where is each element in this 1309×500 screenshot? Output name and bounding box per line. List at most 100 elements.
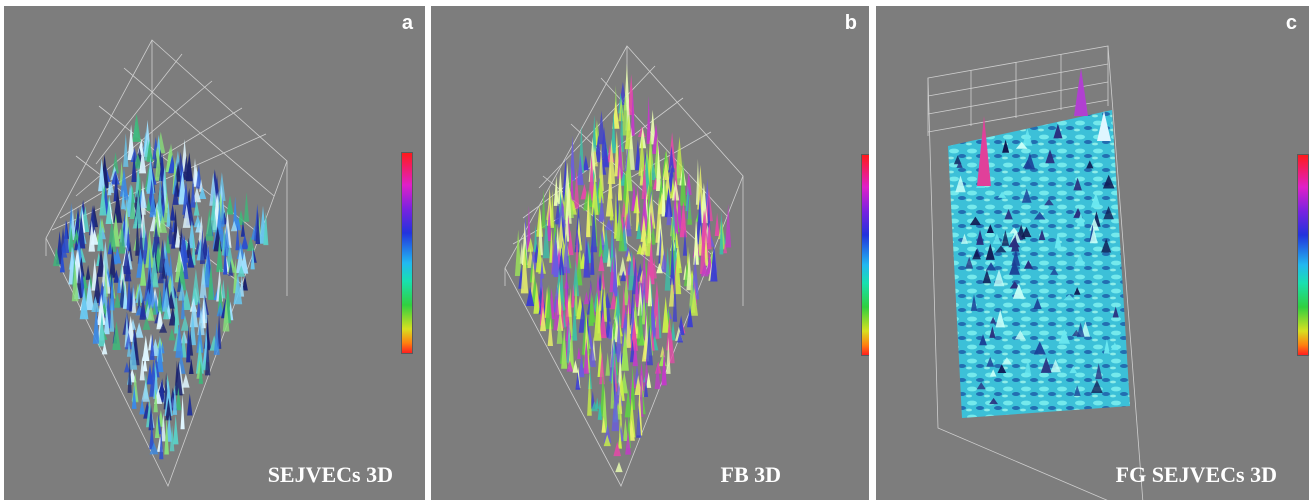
surface-spike <box>240 220 246 237</box>
surface-spike <box>118 222 126 254</box>
surface-spike <box>707 222 712 250</box>
surface-spike <box>654 362 661 389</box>
surface-spike <box>124 362 130 373</box>
surface-spike <box>982 269 992 284</box>
surface-spike <box>147 277 156 309</box>
surface-spike <box>174 161 182 182</box>
surface-spike <box>180 315 190 331</box>
surface-spike <box>117 274 122 293</box>
surface-spike <box>230 220 238 232</box>
surface-spike <box>172 184 179 205</box>
surface-spike <box>986 356 995 367</box>
surface-spike <box>527 237 534 252</box>
surface-spike <box>156 342 164 373</box>
surface-spike <box>668 277 676 307</box>
surface-spike <box>93 272 102 303</box>
surface-spike <box>174 361 183 396</box>
surface-spike <box>159 322 168 333</box>
surface-spike <box>113 292 121 308</box>
surface-spike <box>153 388 158 413</box>
surface-spike <box>203 254 212 288</box>
surface-spike <box>650 221 656 245</box>
panel-caption-c: FG SEJVECs 3D <box>1115 462 1277 487</box>
surface-spike <box>520 245 529 294</box>
surface-spike <box>127 357 132 393</box>
surface-spike <box>186 325 191 363</box>
surface-spike <box>182 252 189 279</box>
surface-spike <box>641 160 648 200</box>
surface-spike <box>656 144 662 191</box>
surface-spike <box>140 180 146 215</box>
surface-spike <box>85 264 91 280</box>
surface-spike <box>107 218 117 252</box>
surface-spike <box>710 245 718 282</box>
surface-spike <box>59 250 65 273</box>
surface-spike <box>175 323 184 358</box>
surface-spike <box>598 168 604 204</box>
surface-spike <box>569 135 576 181</box>
surface-spike <box>129 286 134 312</box>
surface-spike <box>1024 358 1032 376</box>
surface-spike <box>604 218 613 231</box>
surface-spike <box>101 342 108 355</box>
surface-spike <box>668 145 675 173</box>
surface-spike <box>998 191 1007 198</box>
surface-spike <box>610 368 615 409</box>
surface-spike <box>1045 149 1055 164</box>
surface-spike <box>617 164 623 201</box>
surface-spike <box>172 415 179 445</box>
surface-spike <box>228 260 234 276</box>
surface-spike <box>693 217 699 265</box>
surface-spike <box>255 209 261 244</box>
surface-spike <box>217 280 224 315</box>
surface-spike <box>583 237 591 278</box>
color-scale-bar <box>401 152 413 354</box>
colorbar-tick-labels <box>1284 154 1296 354</box>
surface-spike <box>169 203 176 221</box>
surface-spike <box>588 288 594 326</box>
surface-spike <box>137 225 145 264</box>
surface-spike <box>1073 177 1082 191</box>
surface-spike <box>209 201 218 233</box>
surface-spike <box>122 280 128 309</box>
surface-spike <box>637 283 644 316</box>
surface-spike <box>664 246 671 291</box>
surface-spike <box>995 309 1005 328</box>
surface-spike <box>623 277 630 306</box>
surface-spike <box>594 135 602 163</box>
surface-spike <box>641 292 647 325</box>
surface-spike <box>97 248 105 277</box>
surface-spike <box>139 398 145 415</box>
surface-spike <box>198 361 203 384</box>
surface-spike <box>992 233 1001 244</box>
surface-spike <box>148 404 154 431</box>
surface-spike <box>985 262 997 271</box>
surface-spike <box>610 228 614 273</box>
surface-spike <box>599 310 607 339</box>
surface-spike <box>620 270 627 282</box>
surface-spike <box>189 311 196 346</box>
panel-c: c FG SEJVECs 3D <box>876 6 1309 500</box>
surface-spike <box>1050 268 1059 275</box>
surface-spike <box>626 291 632 314</box>
surface-spike <box>995 245 1007 253</box>
surface-spike <box>539 267 543 293</box>
surface-spike <box>566 360 574 372</box>
surface-spike <box>196 323 204 353</box>
surface-spike <box>147 247 152 282</box>
surface-spike <box>153 366 159 399</box>
surface-spike <box>636 221 642 239</box>
surface-spike <box>165 397 172 421</box>
surface-spike <box>588 282 594 305</box>
surface-spike <box>644 379 649 397</box>
surface-spike <box>1058 328 1070 344</box>
surface-spike <box>723 243 728 254</box>
panel-caption-a: SEJVECs 3D <box>267 462 393 487</box>
surface-spike <box>588 344 597 367</box>
surface-spike <box>1063 294 1076 301</box>
surface-spike <box>1069 365 1077 374</box>
surface-spike <box>1015 141 1028 149</box>
surface-spike <box>105 199 112 224</box>
color-scale-bar <box>1297 154 1309 356</box>
surface-spike <box>1053 123 1063 139</box>
